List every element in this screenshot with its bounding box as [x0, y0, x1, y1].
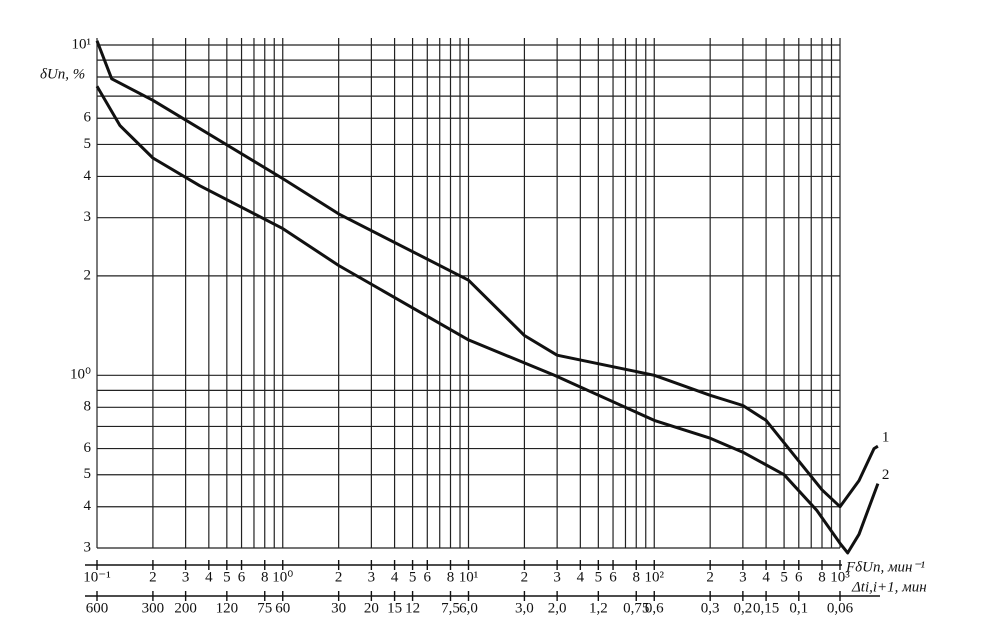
x-tick-label: 10⁰ — [272, 569, 293, 585]
x2-tick-label: 2,0 — [548, 600, 567, 616]
y-tick-label: 6 — [84, 440, 92, 456]
y-tick-label: 10⁰ — [70, 367, 91, 383]
x2-tick-label: 0,15 — [753, 600, 779, 616]
x-tick-label: 5 — [409, 569, 417, 585]
x-tick-label: 3 — [553, 569, 561, 585]
x-tick-label: 6 — [795, 569, 803, 585]
x2-tick-label: 75 — [257, 600, 272, 616]
x2-tick-label: 0,6 — [645, 600, 664, 616]
x2-tick-label: 12 — [405, 600, 420, 616]
x-tick-label: 10⁻¹ — [83, 569, 110, 585]
x2-tick-label: 0,06 — [827, 600, 854, 616]
x2-tick-label: 7,5 — [441, 600, 460, 616]
y-tick-label: 5 — [84, 466, 92, 482]
x-tick-label: 8 — [818, 569, 826, 585]
x2-tick-label: 1,2 — [589, 600, 608, 616]
x-tick-label: 4 — [205, 569, 213, 585]
x2-tick-label: 300 — [142, 600, 165, 616]
x2-tick-label: 6,0 — [459, 600, 478, 616]
x-tick-label: 10³ — [830, 569, 850, 585]
x2-tick-label: 0,2 — [734, 600, 753, 616]
x2-tick-label: 0,1 — [789, 600, 808, 616]
x2-tick-label: 20 — [364, 600, 379, 616]
x-tick-label: 3 — [182, 569, 190, 585]
x-tick-label: 5 — [223, 569, 231, 585]
y-tick-label: 6 — [84, 110, 92, 126]
x2-tick-label: 0,75 — [623, 600, 649, 616]
x-tick-label: 3 — [368, 569, 376, 585]
x-tick-label: 2 — [149, 569, 157, 585]
x2-tick-label: 600 — [86, 600, 109, 616]
x2-tick-label: 15 — [387, 600, 402, 616]
line — [95, 40, 879, 509]
y-tick-label: 2 — [84, 267, 92, 283]
x-tick-label: 6 — [238, 569, 246, 585]
y-tick-label: 4 — [84, 498, 92, 514]
x-tick-label: 5 — [780, 569, 788, 585]
x-tick-label: 6 — [609, 569, 617, 585]
x-tick-label: 4 — [577, 569, 585, 585]
x2-tick-label: 3,0 — [515, 600, 534, 616]
x-tick-label: 8 — [632, 569, 640, 585]
x-tick-label: 2 — [706, 569, 714, 585]
x-tick-label: 5 — [595, 569, 603, 585]
x-tick-label: 10² — [645, 569, 665, 585]
series-label: 2 — [882, 467, 890, 483]
x-tick-label: 4 — [391, 569, 399, 585]
x2-tick-label: 30 — [331, 600, 346, 616]
y-tick-label: 3 — [84, 209, 92, 225]
x-tick-label: 2 — [521, 569, 529, 585]
y-tick-label: 10¹ — [72, 36, 92, 52]
x2-tick-label: 200 — [174, 600, 197, 616]
x-tick-label: 10¹ — [459, 569, 479, 585]
x-tick-label: 2 — [335, 569, 343, 585]
x-axis-title: FδUn, мин⁻¹ — [845, 559, 925, 575]
x2-tick-label: 60 — [275, 600, 290, 616]
y-tick-label: 5 — [84, 136, 92, 152]
x-tick-label: 3 — [739, 569, 747, 585]
y-tick-label: 3 — [84, 539, 92, 555]
x2-tick-label: 120 — [216, 600, 239, 616]
x-tick-label: 8 — [447, 569, 455, 585]
x-tick-label: 6 — [424, 569, 432, 585]
series-label: 1 — [882, 430, 890, 446]
y-tick-label: 4 — [84, 168, 92, 184]
x-tick-label: 8 — [261, 569, 269, 585]
x2-axis-title: Δti,i+1, мин — [851, 579, 927, 595]
line — [95, 85, 880, 555]
y-tick-label: 8 — [84, 399, 92, 415]
y-axis-title: δUn, % — [40, 66, 85, 82]
x2-tick-label: 0,3 — [701, 600, 720, 616]
x-tick-label: 4 — [762, 569, 770, 585]
